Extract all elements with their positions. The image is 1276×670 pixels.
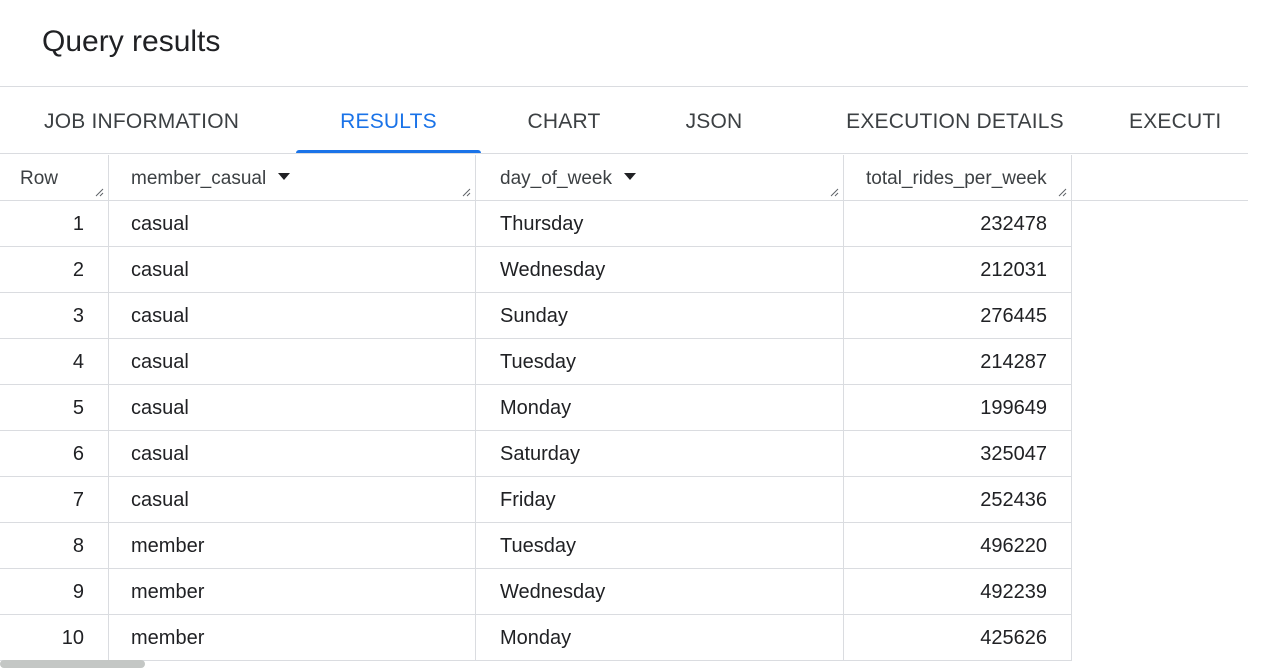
member-casual-cell[interactable]: casual: [109, 477, 476, 522]
column-header-day-of-week[interactable]: day_of_week: [476, 155, 844, 200]
member-casual-cell[interactable]: member: [109, 569, 476, 614]
member-casual-cell[interactable]: casual: [109, 293, 476, 338]
column-header-label: total_rides_per_week: [866, 168, 1047, 189]
column-header-row: Row: [0, 155, 109, 200]
member-casual-cell[interactable]: casual: [109, 339, 476, 384]
horizontal-scrollbar[interactable]: [0, 660, 145, 668]
table-row: 10 member Monday 425626: [0, 615, 1072, 661]
column-header-total-rides[interactable]: total_rides_per_week: [844, 155, 1072, 200]
results-tab-bar: JOB INFORMATION RESULTS CHART JSON EXECU…: [0, 86, 1248, 154]
column-header-label: day_of_week: [500, 168, 612, 189]
row-number-cell: 4: [0, 339, 109, 384]
member-casual-cell[interactable]: member: [109, 615, 476, 660]
row-number-cell: 6: [0, 431, 109, 476]
table-row: 3 casual Sunday 276445: [0, 293, 1072, 339]
table-row: 9 member Wednesday 492239: [0, 569, 1072, 615]
row-number-cell: 7: [0, 477, 109, 522]
table-row: 7 casual Friday 252436: [0, 477, 1072, 523]
day-of-week-cell[interactable]: Thursday: [476, 201, 844, 246]
tab-chart[interactable]: CHART: [527, 110, 601, 133]
member-casual-cell[interactable]: casual: [109, 385, 476, 430]
tab-execution-graph[interactable]: EXECUTI: [1129, 110, 1222, 133]
sort-dropdown-icon[interactable]: [623, 173, 636, 181]
day-of-week-cell[interactable]: Wednesday: [476, 569, 844, 614]
day-of-week-cell[interactable]: Monday: [476, 615, 844, 660]
row-number-cell: 8: [0, 523, 109, 568]
member-casual-cell[interactable]: member: [109, 523, 476, 568]
total-rides-cell[interactable]: 232478: [844, 201, 1072, 246]
column-resize-icon[interactable]: [461, 187, 471, 197]
day-of-week-cell[interactable]: Sunday: [476, 293, 844, 338]
table-row: 1 casual Thursday 232478: [0, 201, 1072, 247]
member-casual-cell[interactable]: casual: [109, 431, 476, 476]
tab-results-label: RESULTS: [340, 110, 437, 133]
total-rides-cell[interactable]: 214287: [844, 339, 1072, 384]
total-rides-cell[interactable]: 325047: [844, 431, 1072, 476]
table-row: 2 casual Wednesday 212031: [0, 247, 1072, 293]
total-rides-cell[interactable]: 492239: [844, 569, 1072, 614]
total-rides-cell[interactable]: 276445: [844, 293, 1072, 338]
day-of-week-cell[interactable]: Wednesday: [476, 247, 844, 292]
tab-json[interactable]: JSON: [685, 110, 743, 133]
member-casual-cell[interactable]: casual: [109, 247, 476, 292]
member-casual-cell[interactable]: casual: [109, 201, 476, 246]
results-table: Row member_casual day_of_week total_ride…: [0, 155, 1248, 670]
day-of-week-cell[interactable]: Tuesday: [476, 339, 844, 384]
table-row: 4 casual Tuesday 214287: [0, 339, 1072, 385]
day-of-week-cell[interactable]: Saturday: [476, 431, 844, 476]
day-of-week-cell[interactable]: Tuesday: [476, 523, 844, 568]
row-number-cell: 2: [0, 247, 109, 292]
column-resize-icon[interactable]: [829, 187, 839, 197]
table-row: 5 casual Monday 199649: [0, 385, 1072, 431]
sort-dropdown-icon[interactable]: [278, 173, 291, 181]
row-number-cell: 3: [0, 293, 109, 338]
column-resize-icon[interactable]: [94, 187, 104, 197]
tab-execution-details[interactable]: EXECUTION DETAILS: [846, 110, 1064, 133]
row-number-cell: 10: [0, 615, 109, 660]
total-rides-cell[interactable]: 212031: [844, 247, 1072, 292]
tab-results[interactable]: RESULTS: [296, 87, 481, 153]
total-rides-cell[interactable]: 252436: [844, 477, 1072, 522]
tab-job-information[interactable]: JOB INFORMATION: [44, 110, 240, 133]
row-number-cell: 1: [0, 201, 109, 246]
row-number-cell: 9: [0, 569, 109, 614]
total-rides-cell[interactable]: 199649: [844, 385, 1072, 430]
day-of-week-cell[interactable]: Friday: [476, 477, 844, 522]
page-title: Query results: [42, 25, 221, 58]
column-header-label: Row: [20, 168, 59, 189]
column-resize-icon[interactable]: [1057, 187, 1067, 197]
active-tab-indicator: [296, 150, 481, 153]
table-row: 8 member Tuesday 496220: [0, 523, 1072, 569]
column-header-label-group: day_of_week: [500, 155, 636, 200]
column-header-member-casual[interactable]: member_casual: [109, 155, 476, 200]
table-row: 6 casual Saturday 325047: [0, 431, 1072, 477]
total-rides-cell[interactable]: 425626: [844, 615, 1072, 660]
column-header-label: member_casual: [131, 168, 267, 189]
day-of-week-cell[interactable]: Monday: [476, 385, 844, 430]
total-rides-cell[interactable]: 496220: [844, 523, 1072, 568]
table-header-row: Row member_casual day_of_week total_ride…: [0, 155, 1248, 201]
column-header-label-group: member_casual: [131, 155, 291, 200]
row-number-cell: 5: [0, 385, 109, 430]
